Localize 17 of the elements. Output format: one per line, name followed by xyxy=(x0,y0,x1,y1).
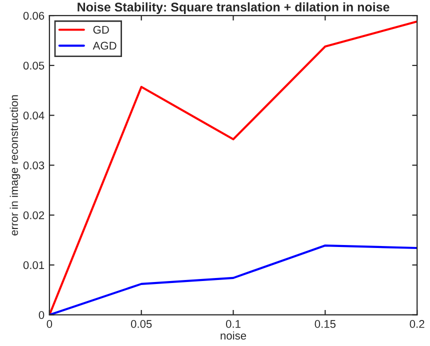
x-axis-title: noise xyxy=(220,331,246,340)
x-tick-label: 0.05 xyxy=(130,320,152,328)
y-tick-label: 0.05 xyxy=(23,62,44,70)
x-tick-label: 0 xyxy=(46,320,52,328)
y-tick-label: 0 xyxy=(38,311,44,319)
y-tick-label: 0.01 xyxy=(23,261,44,270)
legend-label: GD xyxy=(93,26,109,34)
x-tick-label: 0.15 xyxy=(314,320,336,328)
legend-label: AGD xyxy=(92,42,116,50)
x-tick-label: 0.2 xyxy=(410,320,424,328)
y-axis-title: error in image reconstruction xyxy=(10,95,20,236)
y-tick-label: 0.04 xyxy=(23,112,44,120)
chart-title: Noise Stability: Square translation + dilation in noise xyxy=(78,2,390,14)
y-tick-label: 0.02 xyxy=(23,211,44,220)
y-tick-label: 0.03 xyxy=(23,161,44,170)
y-tick-label: 0.06 xyxy=(23,12,44,20)
x-tick-label: 0.1 xyxy=(226,320,240,328)
